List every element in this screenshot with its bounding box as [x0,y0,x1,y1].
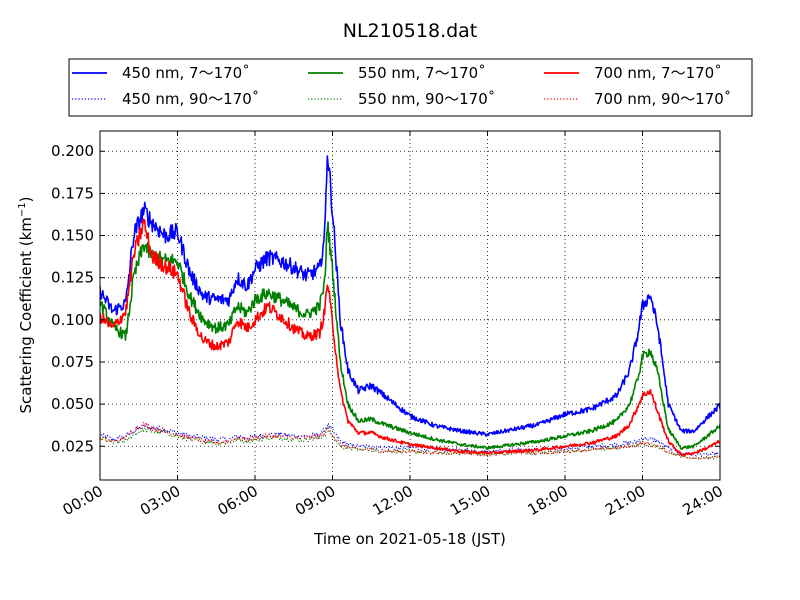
y-tick-label: 0.075 [51,353,94,371]
x-tick-label: 18:00 [525,482,571,519]
y-axis-label-suffix: ) [17,196,35,202]
legend-frame [68,58,753,117]
y-tick-label: 0.200 [51,142,94,160]
series-line-3 [100,426,720,460]
series-line-0 [100,155,720,437]
x-tick-label: 12:00 [370,482,416,519]
legend-label: 450 nm, 90～170˚ [122,90,259,108]
y-tick-label: 0.100 [51,311,94,329]
series-line-1 [100,422,720,457]
legend-label: 700 nm, 90～170˚ [594,90,731,108]
y-tick-label: 0.175 [51,184,94,202]
legend-entries: 450 nm, 7～170˚ 450 nm, 90～170˚ 550 nm, 7～1… [72,64,731,108]
grid-lines [99,131,721,480]
legend-label: 550 nm, 7～170˚ [358,64,486,82]
y-tick-labels: 0.025 0.050 0.075 0.100 0.125 0.150 0.175 0.200 [51,142,94,455]
x-tick-label: 06:00 [215,482,261,519]
x-tick-label: 24:00 [680,482,726,519]
x-tick-label: 09:00 [292,482,338,519]
series-line-2 [100,221,720,451]
y-tick-label: 0.125 [51,269,94,287]
series-line-5 [100,421,720,461]
x-tick-label: 00:00 [60,482,106,519]
legend: 450 nm, 7～170˚ 450 nm, 90～170˚ 550 nm, 7～1… [68,58,753,117]
y-axis-label: Scattering Coefficient (km−1) [17,196,35,413]
chart-title: NL210518.dat [343,20,478,42]
x-tick-label: 15:00 [447,482,493,519]
legend-label: 450 nm, 7～170˚ [122,64,250,82]
x-tick-labels: 00:00 03:00 06:00 09:00 12:00 15:00 18:00 21:00… [60,482,726,519]
y-tick-label: 0.150 [51,227,94,245]
x-tick-label: 21:00 [602,482,648,519]
plot-area [100,131,720,480]
y-axis-label-main: Scattering Coefficient (km [17,217,35,413]
y-tick-label: 0.025 [51,437,94,455]
y-tick-label: 0.050 [51,395,94,413]
series-layer [100,155,720,461]
x-axis-label: Time on 2021-05-18 (JST) [313,530,506,548]
legend-label: 550 nm, 90～170˚ [358,90,495,108]
x-tick-label: 03:00 [137,482,183,519]
axis-ticks [99,131,721,480]
y-axis-label-unit: −1 [17,202,28,217]
legend-label: 700 nm, 7～170˚ [594,64,722,82]
series-line-4 [100,218,720,457]
